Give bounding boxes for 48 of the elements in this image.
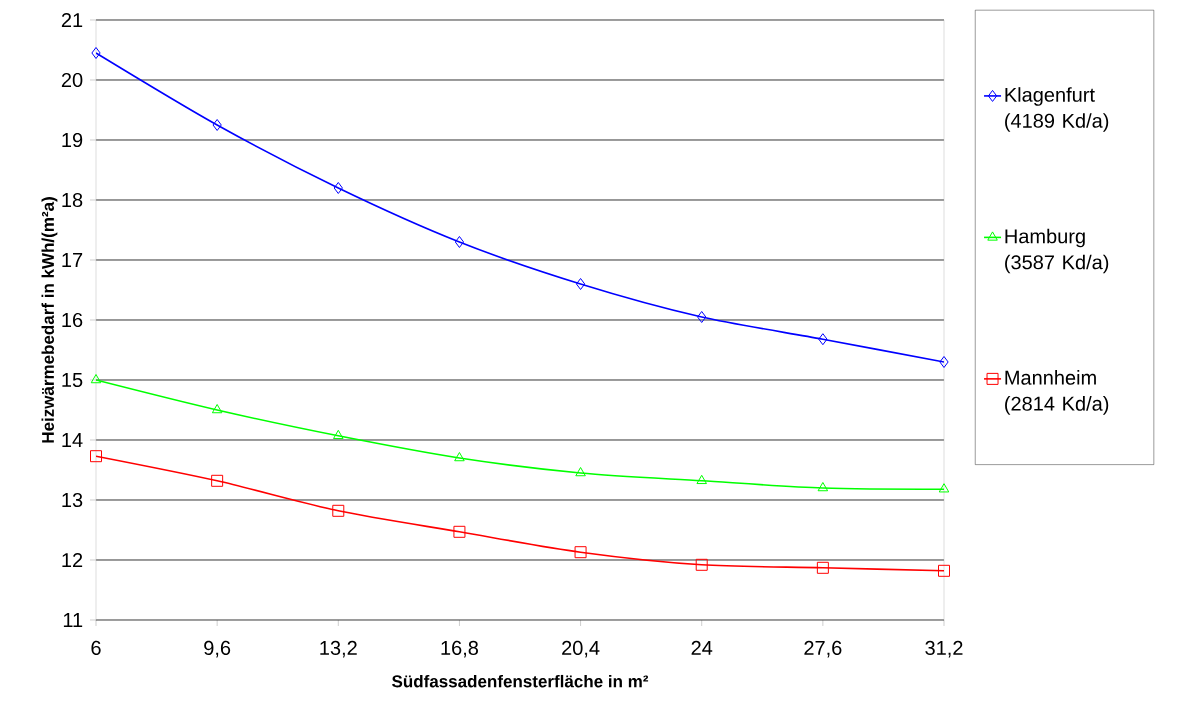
y-tick-label: 20 bbox=[61, 72, 83, 88]
y-tick-label: 21 bbox=[61, 13, 83, 27]
point bbox=[938, 564, 950, 577]
point bbox=[211, 474, 224, 487]
legend-label: Mannheim (2814 Kd/a) bbox=[1005, 370, 1109, 415]
y-tick-label: 19 bbox=[62, 132, 83, 148]
point bbox=[575, 278, 586, 290]
point bbox=[454, 236, 465, 248]
point bbox=[939, 356, 949, 368]
point bbox=[333, 182, 343, 194]
y-axis-title: Heizwärmebedarf in kWh/(m²a) bbox=[41, 197, 58, 443]
point bbox=[211, 404, 223, 414]
y-tick-label: 15 bbox=[62, 373, 83, 387]
x-tick-label: 31,2 bbox=[925, 640, 963, 658]
y-tick-label: 12 bbox=[62, 553, 83, 567]
x-tick-label: 24 bbox=[691, 640, 713, 655]
x-tick-label: 9,6 bbox=[204, 640, 231, 658]
point bbox=[90, 450, 102, 463]
point bbox=[574, 546, 587, 559]
x-tick-label: 13,2 bbox=[320, 640, 357, 658]
point bbox=[575, 467, 586, 477]
y-tick-label: 17 bbox=[62, 253, 83, 267]
y-tick-label: 14 bbox=[62, 433, 83, 447]
point bbox=[696, 474, 707, 485]
point bbox=[453, 525, 466, 538]
point bbox=[695, 558, 708, 571]
y-tick-label: 13 bbox=[62, 492, 83, 508]
point bbox=[818, 333, 828, 346]
y-tick-label: 18 bbox=[62, 192, 83, 208]
point bbox=[938, 483, 950, 493]
point bbox=[816, 561, 829, 574]
x-tick-label: 20,4 bbox=[562, 640, 600, 658]
y-tick-label: 16 bbox=[62, 312, 83, 328]
point bbox=[91, 47, 101, 59]
legend-label: Hamburg (3587 Kd/a) bbox=[1005, 228, 1109, 274]
point bbox=[212, 119, 222, 131]
point bbox=[90, 374, 102, 384]
point bbox=[332, 504, 345, 517]
x-tick-label: 6 bbox=[91, 640, 101, 656]
point bbox=[817, 482, 829, 492]
point bbox=[697, 311, 707, 323]
point bbox=[454, 452, 465, 462]
x-axis-title: Südfassadenfensterfläche in m² bbox=[392, 674, 649, 688]
point bbox=[333, 429, 344, 440]
x-tick-label: 27,6 bbox=[804, 640, 842, 658]
y-tick-label: 11 bbox=[63, 613, 83, 627]
x-tick-label: 16,8 bbox=[441, 640, 479, 658]
legend-label: Klagenfurt (4189 Kd/a) bbox=[1005, 87, 1109, 132]
